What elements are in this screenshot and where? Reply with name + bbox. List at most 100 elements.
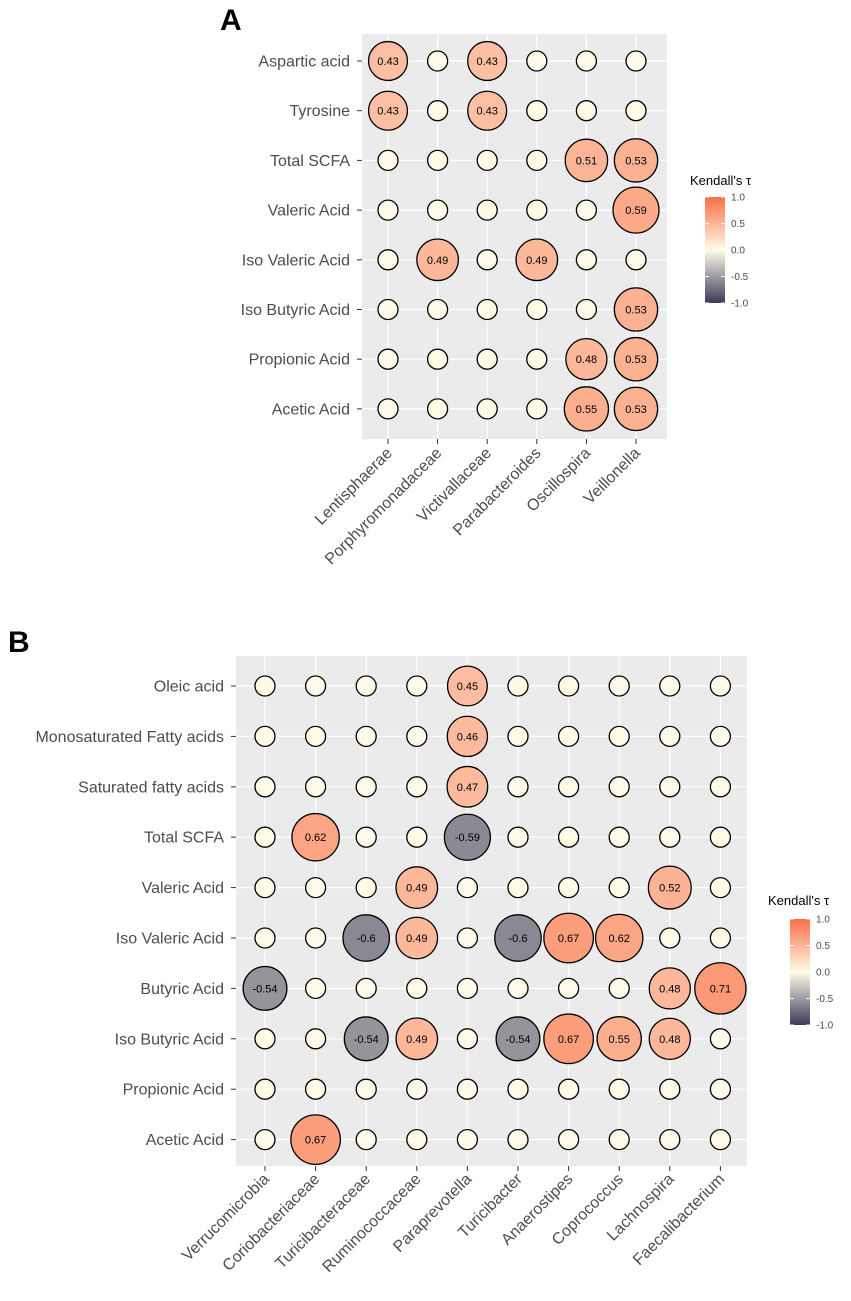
panel-b-point: [596, 1016, 642, 1062]
panel-b-point-label: 0.52: [659, 883, 680, 895]
panel-b-point: [608, 977, 630, 1000]
panel-a-row-label: Iso Valeric Acid: [242, 252, 350, 269]
panel-b-point-label: 0.46: [457, 731, 478, 743]
panel-b-point-label: -0.6: [357, 933, 376, 945]
panel-b-col-label: Coriobacteriaceae: [220, 1171, 324, 1275]
panel-a-point: [625, 50, 647, 72]
panel-a-point-label: 0.53: [625, 155, 646, 167]
panel-b-point: [648, 967, 692, 1010]
panel-a-point-label: 0.49: [526, 255, 547, 267]
panel-b-point-label: -0.54: [354, 1034, 379, 1046]
panel-a-point: [377, 398, 399, 420]
panel-a-row-label: Propionic Acid: [249, 352, 350, 369]
panel-b-point-label: 0.49: [406, 933, 427, 945]
panel-a-legend-tick-label: -1.0: [731, 299, 749, 310]
panel-b-point: [406, 826, 428, 848]
panel-a-point-label: 0.49: [427, 255, 448, 267]
panel-a-point: [612, 186, 660, 234]
panel-b-point: [608, 876, 630, 899]
panel-b-point-label: 0.62: [305, 832, 326, 844]
panel-a-point: [575, 199, 598, 221]
panel-b-point: [304, 927, 327, 949]
panel-b-legend-colorbar: [790, 919, 810, 1025]
panel-b-row-label: Monosaturated Fatty acids: [35, 729, 224, 746]
panel-a-legend-tick-label: 0.5: [731, 219, 745, 230]
panel-a-point: [625, 100, 647, 122]
panel-b-point: [507, 977, 529, 1000]
panel-b-point: [608, 826, 630, 848]
panel-b-point: [355, 876, 377, 899]
panel-b-point-label: -0.54: [505, 1034, 530, 1046]
panel-b-point-label: 0.49: [406, 1034, 427, 1046]
panel-b-col-label: Ruminococcaceae: [320, 1171, 425, 1276]
panel-b-point: [709, 876, 732, 899]
panel-b-point: [254, 776, 276, 798]
panel-b-point: [694, 962, 747, 1015]
panel-a-point: [426, 100, 449, 122]
panel-b-point-label: -0.59: [455, 832, 480, 844]
panel-b-point-label: 0.45: [457, 681, 478, 693]
panel-a-point: [426, 199, 449, 221]
panel-b-col-label: Verrucomicrobia: [179, 1171, 273, 1265]
panel-b-point: [494, 914, 542, 962]
panel-a-point: [367, 90, 409, 131]
panel-b-point: [304, 725, 327, 748]
panel-b-point: [557, 675, 580, 697]
panel-a-point: [526, 100, 548, 122]
panel-a-plot-background: [362, 34, 667, 439]
panel-b-row-label: Propionic Acid: [123, 1082, 224, 1099]
panel-a-point-label: 0.59: [625, 205, 646, 217]
panel-a-point-label: 0.55: [576, 404, 597, 416]
panel-a-point: [613, 336, 659, 382]
panel-a-point: [613, 386, 659, 432]
panel-a-point-label: 0.43: [377, 56, 398, 68]
panel-b-row-label: Saturated fatty acids: [78, 779, 224, 796]
panel-b-point-label: 0.67: [558, 933, 579, 945]
panel-b-point: [557, 1128, 580, 1151]
panel-b-point: [254, 675, 276, 697]
panel-b-legend-tick-label: 1.0: [816, 915, 830, 926]
panel-a-point: [377, 298, 399, 321]
panel-a-point: [476, 199, 498, 221]
panel-b-point: [254, 1128, 276, 1151]
panel-a-point: [526, 149, 548, 172]
panel-b-point: [456, 927, 479, 949]
panel-b-point: [355, 675, 377, 697]
panel-b-point: [254, 1028, 276, 1050]
panel-b-point: [406, 1128, 428, 1151]
panel-a-point: [476, 149, 498, 172]
panel-b-point: [304, 675, 327, 697]
panel-b-point-label: 0.62: [608, 933, 629, 945]
panel-a-point: [575, 50, 598, 72]
panel-a-point-label: 0.43: [476, 106, 497, 118]
panel-b-point: [557, 776, 580, 798]
panel-b-row-label: Oleic acid: [154, 679, 224, 696]
panel-a-point: [575, 100, 598, 122]
panel-a-point: [416, 238, 460, 282]
panel-b-point: [254, 1078, 276, 1100]
panel-a-point: [526, 398, 548, 420]
panel-a-point-label: 0.43: [476, 56, 497, 68]
panel-b-point: [659, 725, 681, 748]
panel-b-point: [290, 1114, 341, 1165]
panel-b-point: [709, 725, 732, 748]
panel-a-point: [377, 348, 399, 370]
panel-b-point: [608, 1078, 630, 1100]
panel-b-point-label: 0.49: [406, 883, 427, 895]
panel-a-point: [565, 337, 608, 381]
panel-b-point: [456, 1028, 479, 1050]
panel-a-point: [467, 40, 508, 82]
panel-b-point: [254, 927, 276, 949]
panel-b-point: [709, 1028, 732, 1050]
panel-b-point: [507, 1078, 529, 1100]
panel-b-point: [507, 1128, 529, 1151]
panel-a-point: [575, 249, 598, 271]
panel-a-point: [526, 50, 548, 72]
panel-a-point: [467, 90, 508, 131]
panel-a-point: [476, 249, 498, 271]
panel-a-point: [426, 348, 449, 370]
panel-b-point: [395, 866, 439, 910]
panel-b-point: [543, 912, 594, 964]
panel-b-point: [608, 725, 630, 748]
